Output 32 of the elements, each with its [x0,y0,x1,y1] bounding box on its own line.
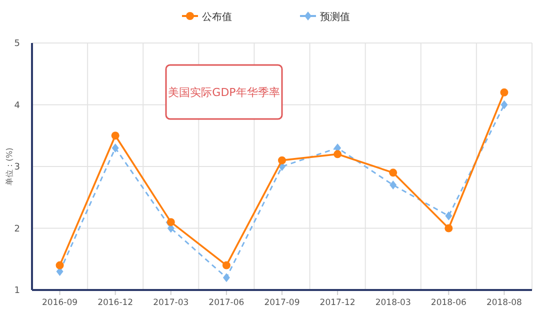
point [500,88,508,96]
y-tick-label: 2 [14,224,20,234]
point [222,273,230,282]
point [222,261,230,270]
legend-label: 公布值 [202,11,232,23]
y-axis-title: 单位：(%) [5,148,14,186]
point [278,156,286,164]
x-tick-label: 2017-06 [208,298,244,308]
x-tick-label: 2018-03 [375,298,411,308]
legend-label: 预测值 [320,11,350,23]
text: 美国实际GDP年华季率 [168,86,280,99]
y-tick-label: 5 [14,39,20,50]
point [112,143,119,152]
y-tick-label: 3 [14,162,20,173]
point [444,224,453,232]
point [56,261,64,270]
y-tick-label: 1 [14,286,20,296]
y-tick-label: 4 [14,100,20,111]
x-tick-label: 2017-03 [153,298,189,308]
point [500,100,508,110]
x-tick-label: 2016-09 [42,298,78,308]
x-tick-label: 2016-12 [98,298,134,308]
point [445,211,452,220]
point [111,132,120,140]
x-tick-label: 2018-08 [486,298,522,308]
point [390,180,397,190]
point [166,218,175,226]
x-tick-label: 2017-09 [264,298,300,308]
point [389,168,398,177]
x-tick-label: 2018-06 [430,298,466,308]
point [334,150,342,158]
x-tick-label: 2017-12 [320,298,356,308]
